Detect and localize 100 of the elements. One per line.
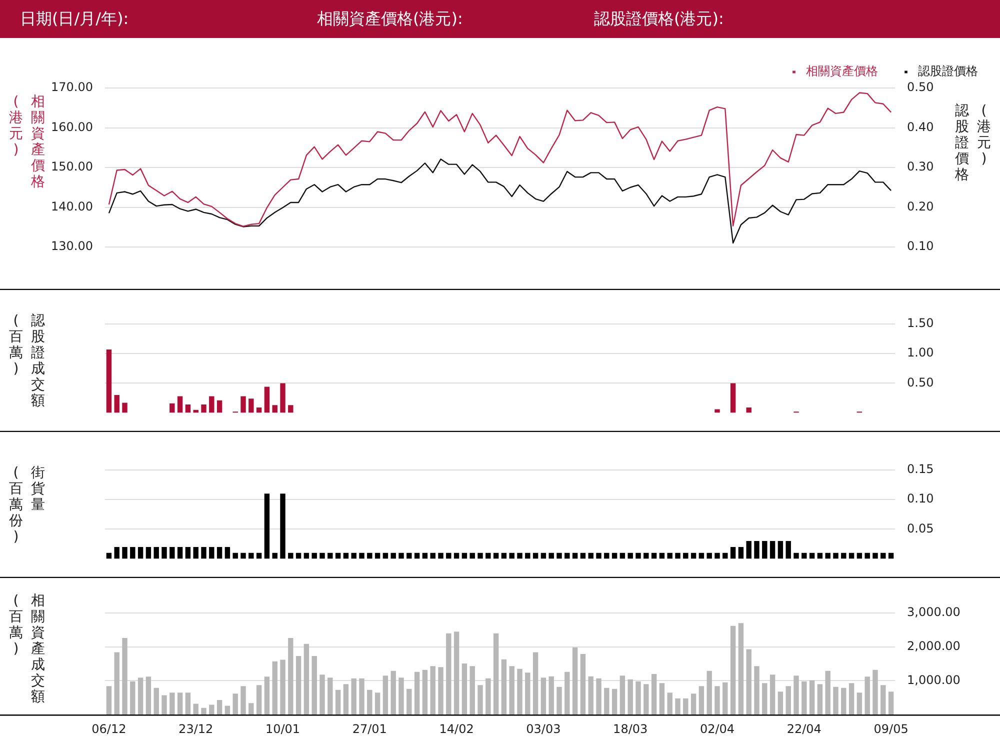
text: 認股證價格(港元) xyxy=(955,103,991,183)
bar xyxy=(138,546,144,559)
bar xyxy=(224,546,230,559)
bar xyxy=(667,552,672,559)
bar xyxy=(525,552,530,559)
bar xyxy=(683,552,688,559)
bar xyxy=(130,681,136,715)
legend-label: 認股證價格 xyxy=(918,64,978,78)
bar xyxy=(232,552,238,559)
bar xyxy=(446,552,452,559)
bar xyxy=(320,674,325,715)
bar xyxy=(628,679,633,715)
bar xyxy=(170,403,175,413)
y-tick-label: 150.00 xyxy=(51,160,93,174)
bar xyxy=(864,676,870,715)
bar xyxy=(762,541,768,559)
bar xyxy=(794,676,799,715)
bar xyxy=(564,672,570,715)
bar xyxy=(216,400,222,413)
bar xyxy=(580,654,586,715)
bar xyxy=(312,552,317,559)
bar xyxy=(154,546,159,559)
bar xyxy=(272,661,278,715)
bar xyxy=(501,659,507,715)
bar xyxy=(272,405,278,413)
bar xyxy=(296,656,302,715)
bar xyxy=(841,688,846,715)
bar xyxy=(209,704,214,715)
bar xyxy=(201,404,206,413)
bar xyxy=(675,552,680,559)
bar xyxy=(738,623,744,715)
bar xyxy=(532,652,538,715)
bar xyxy=(382,676,388,715)
bar xyxy=(888,692,894,715)
bar xyxy=(359,678,364,715)
text: 認股證價格(港元): xyxy=(594,9,724,30)
y-tick-label: 160.00 xyxy=(51,120,93,134)
x-tick-label: 09/05 xyxy=(874,722,908,736)
x-tick-label: 06/12 xyxy=(92,722,126,736)
x-tick-label: 14/02 xyxy=(439,722,474,736)
bar xyxy=(201,708,206,715)
bar xyxy=(706,670,712,715)
x-tick-label: 03/03 xyxy=(526,722,561,736)
bar xyxy=(312,656,317,715)
bar xyxy=(786,541,791,559)
bar xyxy=(754,666,760,715)
bar xyxy=(864,552,870,559)
bar xyxy=(232,694,238,715)
bar xyxy=(280,383,286,413)
bar xyxy=(548,676,554,715)
text: 街貨量(百萬份) xyxy=(9,465,45,545)
bar xyxy=(462,663,468,715)
bar xyxy=(351,552,356,559)
bar xyxy=(675,698,680,715)
bar xyxy=(106,349,112,413)
y-tick-label: 1,000.00 xyxy=(907,672,960,687)
bar xyxy=(343,684,349,715)
bar xyxy=(264,494,270,559)
bar xyxy=(422,670,428,715)
bar xyxy=(280,494,286,559)
y2-tick-label: 0.30 xyxy=(907,160,934,174)
bar xyxy=(130,546,136,559)
text: 相關資產價格(港元) xyxy=(9,94,45,190)
bar xyxy=(398,678,404,715)
bar xyxy=(216,546,222,559)
text: 相關資產成交額(百萬) xyxy=(9,592,45,704)
bar xyxy=(509,552,514,559)
bar xyxy=(833,552,838,559)
bar xyxy=(722,552,728,559)
bar xyxy=(122,546,128,559)
bar xyxy=(802,681,807,715)
bar xyxy=(390,670,396,715)
bar xyxy=(809,680,815,715)
bar xyxy=(351,678,356,715)
bar xyxy=(714,686,720,715)
x-tick-label: 23/12 xyxy=(178,722,214,736)
bar xyxy=(644,684,649,715)
bar xyxy=(374,692,380,715)
bar xyxy=(556,552,562,559)
bar xyxy=(240,552,246,559)
bar xyxy=(698,686,704,715)
bar xyxy=(280,660,286,715)
y-tick-label: 170.00 xyxy=(51,80,93,94)
bar xyxy=(848,683,854,715)
x-tick-label: 02/04 xyxy=(700,722,735,736)
bar xyxy=(430,666,436,715)
bar xyxy=(604,552,610,559)
bar xyxy=(588,676,594,715)
bar xyxy=(454,632,460,715)
bar xyxy=(746,407,752,413)
bar xyxy=(540,678,546,715)
bar xyxy=(486,552,491,559)
legend-label: 相關資產價格 xyxy=(806,64,878,78)
bar xyxy=(240,396,246,413)
y-tick-label: 3,000.00 xyxy=(907,605,960,620)
bar xyxy=(825,670,830,715)
bar xyxy=(359,552,364,559)
bar xyxy=(185,546,191,559)
bar xyxy=(856,692,862,715)
bar xyxy=(706,552,712,559)
